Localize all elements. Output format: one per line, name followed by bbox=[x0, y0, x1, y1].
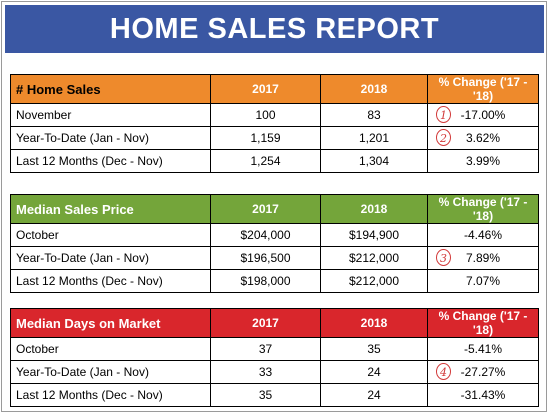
column-header-2017: 2017 bbox=[210, 308, 321, 338]
percent-change: -27.27% bbox=[460, 365, 506, 379]
table-title: Median Days on Market bbox=[10, 308, 211, 338]
row-label: October bbox=[10, 223, 211, 247]
row-label: Last 12 Months (Dec - Nov) bbox=[10, 383, 211, 407]
value-2017: 1,254 bbox=[210, 149, 321, 173]
table-row: Last 12 Months (Dec - Nov) 35 24 -31.43% bbox=[10, 383, 539, 407]
table-row: October $204,000 $194,900 -4.46% bbox=[10, 223, 539, 247]
annotation-circle: 4 bbox=[436, 363, 451, 380]
table-header-row: Median Days on Market 2017 2018 % Change… bbox=[10, 308, 539, 338]
value-2018: 35 bbox=[320, 337, 428, 361]
percent-change-cell: 4 -27.27% bbox=[427, 360, 539, 384]
column-header-change: % Change ('17 - '18) bbox=[427, 74, 539, 104]
percent-change-cell: -5.41% bbox=[427, 337, 539, 361]
value-2017: 35 bbox=[210, 383, 321, 407]
row-label: Year-To-Date (Jan - Nov) bbox=[10, 360, 211, 384]
value-2018: $212,000 bbox=[320, 246, 428, 270]
table-row: Last 12 Months (Dec - Nov) 1,254 1,304 3… bbox=[10, 149, 539, 173]
annotation-circle: 1 bbox=[436, 106, 451, 123]
value-2018: 83 bbox=[320, 103, 428, 127]
row-label: Last 12 Months (Dec - Nov) bbox=[10, 149, 211, 173]
percent-change: 7.89% bbox=[465, 251, 501, 265]
value-2018: $212,000 bbox=[320, 269, 428, 293]
table-row: Year-To-Date (Jan - Nov) $196,500 $212,0… bbox=[10, 246, 539, 270]
percent-change-cell: 3.99% bbox=[427, 149, 539, 173]
percent-change-cell: -4.46% bbox=[427, 223, 539, 247]
value-2017: $196,500 bbox=[210, 246, 321, 270]
report-title: HOME SALES REPORT bbox=[5, 5, 544, 53]
median-sales-price-table: Median Sales Price 2017 2018 % Change ('… bbox=[10, 194, 539, 293]
table-row: November 100 83 1 -17.00% bbox=[10, 103, 539, 127]
column-header-2018: 2018 bbox=[320, 194, 428, 224]
median-days-on-market-table: Median Days on Market 2017 2018 % Change… bbox=[10, 308, 539, 407]
row-label: Year-To-Date (Jan - Nov) bbox=[10, 126, 211, 150]
annotation-circle: 2 bbox=[436, 129, 451, 146]
column-header-2017: 2017 bbox=[210, 194, 321, 224]
value-2017: 1,159 bbox=[210, 126, 321, 150]
percent-change-cell: 7.07% bbox=[427, 269, 539, 293]
value-2017: $204,000 bbox=[210, 223, 321, 247]
value-2017: 33 bbox=[210, 360, 321, 384]
percent-change: -5.41% bbox=[463, 342, 503, 356]
percent-change: 3.62% bbox=[465, 131, 501, 145]
annotation-circle: 3 bbox=[436, 249, 451, 266]
percent-change: -17.00% bbox=[460, 108, 506, 122]
column-header-2018: 2018 bbox=[320, 74, 428, 104]
percent-change-cell: 2 3.62% bbox=[427, 126, 539, 150]
value-2017: 37 bbox=[210, 337, 321, 361]
value-2017: $198,000 bbox=[210, 269, 321, 293]
table-row: Year-To-Date (Jan - Nov) 33 24 4 -27.27% bbox=[10, 360, 539, 384]
value-2018: 24 bbox=[320, 360, 428, 384]
table-header-row: # Home Sales 2017 2018 % Change ('17 - '… bbox=[10, 74, 539, 104]
percent-change-cell: -31.43% bbox=[427, 383, 539, 407]
table-title: Median Sales Price bbox=[10, 194, 211, 224]
column-header-2018: 2018 bbox=[320, 308, 428, 338]
table-row: Year-To-Date (Jan - Nov) 1,159 1,201 2 3… bbox=[10, 126, 539, 150]
row-label: Year-To-Date (Jan - Nov) bbox=[10, 246, 211, 270]
table-row: October 37 35 -5.41% bbox=[10, 337, 539, 361]
row-label: October bbox=[10, 337, 211, 361]
percent-change: -4.46% bbox=[463, 228, 503, 242]
percent-change: -31.43% bbox=[460, 388, 506, 402]
value-2017: 100 bbox=[210, 103, 321, 127]
value-2018: $194,900 bbox=[320, 223, 428, 247]
column-header-change: % Change ('17 - '18) bbox=[427, 194, 539, 224]
percent-change: 3.99% bbox=[465, 154, 501, 168]
percent-change-cell: 3 7.89% bbox=[427, 246, 539, 270]
row-label: Last 12 Months (Dec - Nov) bbox=[10, 269, 211, 293]
value-2018: 24 bbox=[320, 383, 428, 407]
table-header-row: Median Sales Price 2017 2018 % Change ('… bbox=[10, 194, 539, 224]
percent-change-cell: 1 -17.00% bbox=[427, 103, 539, 127]
percent-change: 7.07% bbox=[465, 274, 501, 288]
column-header-2017: 2017 bbox=[210, 74, 321, 104]
row-label: November bbox=[10, 103, 211, 127]
table-row: Last 12 Months (Dec - Nov) $198,000 $212… bbox=[10, 269, 539, 293]
column-header-change: % Change ('17 - '18) bbox=[427, 308, 539, 338]
table-title: # Home Sales bbox=[10, 74, 211, 104]
value-2018: 1,201 bbox=[320, 126, 428, 150]
value-2018: 1,304 bbox=[320, 149, 428, 173]
home-sales-table: # Home Sales 2017 2018 % Change ('17 - '… bbox=[10, 74, 539, 173]
